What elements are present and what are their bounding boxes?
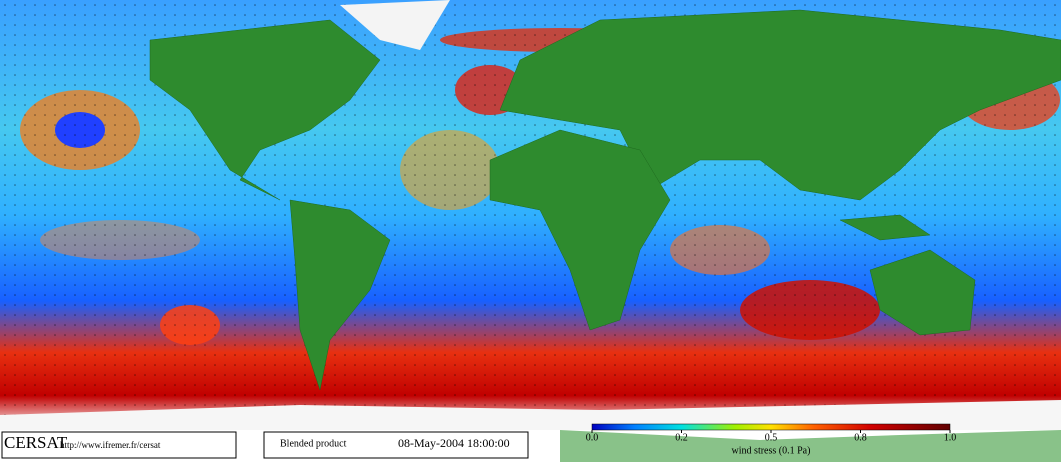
url: http://www.ifremer.fr/cersat [60, 440, 161, 450]
antarctica-coast [560, 430, 1061, 462]
colorbar-tick-label: 0.2 [675, 432, 688, 443]
logo-box [1, 431, 237, 459]
greenland [340, 0, 450, 50]
colorbar-tick-label: 0.5 [765, 432, 778, 443]
antarctica [0, 400, 1061, 430]
colorbar [591, 423, 951, 431]
colorbar-label: wind stress (0.1 Pa) [732, 445, 811, 456]
continents [149, 9, 1061, 391]
logo: CERSAT [4, 433, 68, 452]
colorbar-tick-label: 0.0 [586, 432, 599, 443]
colorbar-tick-label: 0.8 [854, 432, 867, 443]
info-box [263, 431, 529, 459]
timestamp: 08-May-2004 18:00:00 [398, 436, 510, 450]
colorbar-tick-label: 1.0 [944, 432, 957, 443]
product: Blended product [280, 438, 347, 449]
